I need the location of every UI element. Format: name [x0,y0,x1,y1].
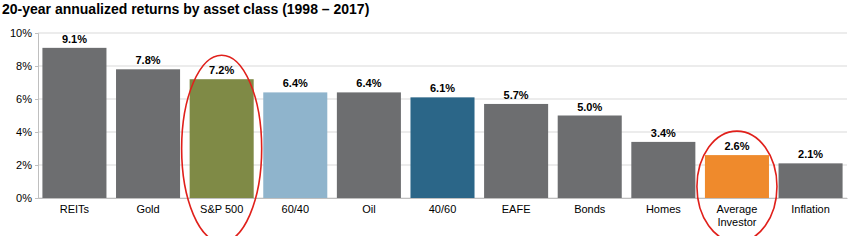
bar [116,69,180,198]
y-tick: 2% [16,159,38,171]
y-tick-label: 2% [16,159,32,171]
y-tick: 8% [16,60,38,72]
y-tick-label: 4% [16,126,32,138]
data-label: 5.7% [504,89,529,101]
bar [631,142,695,198]
x-tick-label-line: Investor [717,216,756,228]
bar [484,104,548,198]
y-tick: 0% [16,192,38,204]
bar [410,97,474,198]
x-tick-label-line: Average [717,203,758,215]
data-label: 3.4% [651,127,676,139]
x-tick: Homes [646,198,681,215]
grid-line [38,33,847,34]
x-tick: EAFE [502,198,531,215]
x-tick: S&P 500 [200,198,243,215]
title: 20-year annualized returns by asset clas… [2,1,369,17]
x-tick-label: Homes [646,203,681,215]
data-label: 2.1% [798,148,823,160]
x-tick: Oil [362,198,375,215]
x-tick: Bonds [574,198,606,215]
y-tick-label: 10% [10,27,32,39]
x-tick-label: REITs [60,203,90,215]
data-label: 5.0% [577,101,602,113]
data-label: 6.4% [283,77,308,89]
y-tick-mark [35,66,38,67]
y-tick-mark [35,99,38,100]
y-tick-mark [35,33,38,34]
data-label: 6.1% [430,82,455,94]
x-tick-label: AverageInvestor [717,203,758,228]
x-axis: REITs Gold S&P 500 60/40 Oil 40/60 EAFE Bonds Ho… [39,198,848,228]
y-tick-label: 0% [16,192,32,204]
plot: 0% 2% 4% 6% 8% 10% REITs Gold S&P 500 60/40 Oil 40/… [10,27,848,236]
bar [705,155,769,198]
bar [779,163,843,198]
y-tick: 6% [16,93,38,105]
y-tick-label: 6% [16,93,32,105]
highlight-ellipse [182,55,262,236]
x-tick-label: 40/60 [429,203,457,215]
y-tick-label: 8% [16,60,32,72]
bar [558,116,622,199]
x-tick-label: Inflation [791,203,830,215]
data-label: 7.2% [209,64,234,76]
data-label: 6.4% [356,77,381,89]
data-label: 9.1% [62,33,87,45]
chart: 20-year annualized returns by asset clas… [0,0,853,236]
data-label: 7.8% [136,54,161,66]
x-tick-label: EAFE [502,203,531,215]
data-labels: 9.1% 7.8% 7.2% 6.4% 6.4% 6.1% 5.7% 5.0% 3.4% 2.6%… [62,33,823,161]
bar [337,92,401,198]
bar [42,48,106,198]
y-axis-line [35,34,39,199]
bar [263,92,327,198]
y-tick: 10% [10,27,38,39]
grid [38,33,847,198]
bars [42,48,842,198]
x-tick-label: Bonds [574,203,606,215]
y-tick: 4% [16,126,38,138]
y-tick-mark [35,198,38,199]
x-tick-label: Oil [362,203,375,215]
x-tick: 60/40 [282,198,310,215]
y-tick-mark [35,132,38,133]
y-axis: 0% 2% 4% 6% 8% 10% [10,27,39,204]
x-tick: 40/60 [429,198,457,215]
x-tick: Gold [136,198,159,215]
x-tick: AverageInvestor [717,198,758,228]
x-tick-label: Gold [136,203,159,215]
x-tick-label: S&P 500 [200,203,243,215]
x-tick-label: 60/40 [282,203,310,215]
bar [190,79,254,198]
x-axis-line [39,198,848,199]
highlight-ellipse [697,131,777,236]
y-tick-mark [35,165,38,166]
data-label: 2.6% [724,140,749,152]
x-tick: REITs [60,198,90,215]
x-tick: Inflation [791,198,830,215]
